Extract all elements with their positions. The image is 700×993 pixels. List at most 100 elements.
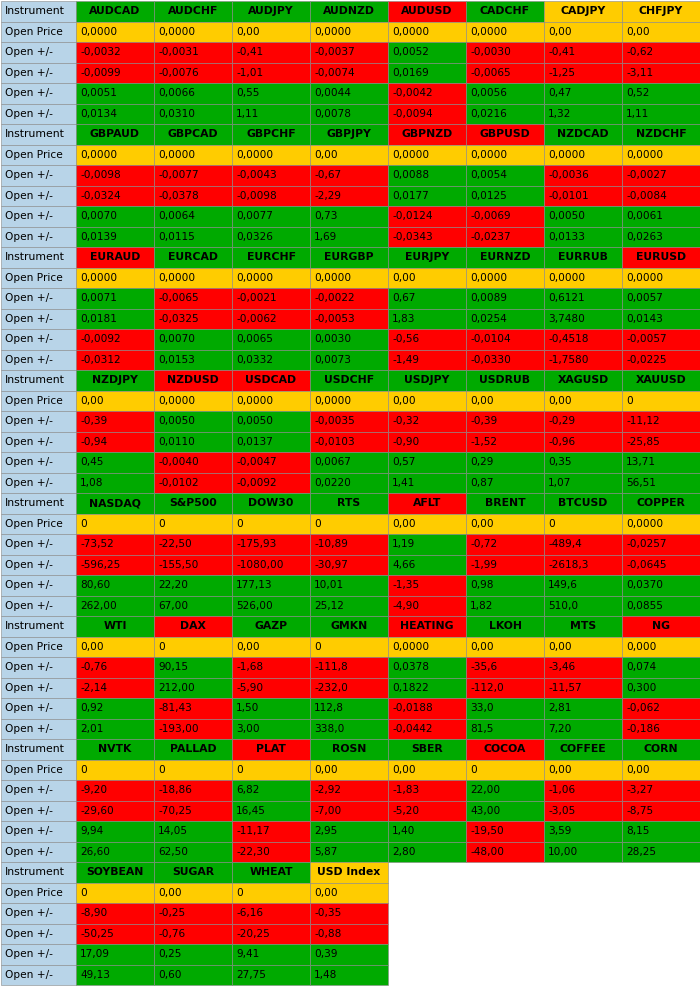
Bar xyxy=(1,944,76,964)
Text: -1,25: -1,25 xyxy=(548,68,575,77)
Bar xyxy=(154,103,232,124)
Bar xyxy=(310,1,388,22)
Bar xyxy=(154,575,232,596)
Bar xyxy=(622,575,700,596)
Text: -0,0031: -0,0031 xyxy=(158,48,199,58)
Text: CHFJPY: CHFJPY xyxy=(639,6,683,16)
Bar xyxy=(232,103,310,124)
Text: 0: 0 xyxy=(80,765,87,775)
Bar xyxy=(232,841,310,862)
Text: 0: 0 xyxy=(314,518,321,528)
Text: PLAT: PLAT xyxy=(256,744,286,755)
Bar xyxy=(154,493,232,513)
Bar xyxy=(466,575,544,596)
Bar xyxy=(76,534,154,554)
Text: -18,86: -18,86 xyxy=(158,785,192,795)
Bar xyxy=(232,657,310,677)
Text: 0,0000: 0,0000 xyxy=(470,273,507,283)
Bar xyxy=(1,780,76,800)
Text: -0,41: -0,41 xyxy=(548,48,575,58)
Bar xyxy=(544,596,622,616)
Bar xyxy=(310,493,388,513)
Text: NZDCHF: NZDCHF xyxy=(636,129,686,139)
Bar xyxy=(76,964,154,985)
Bar xyxy=(76,841,154,862)
Bar xyxy=(622,411,700,432)
Text: 27,75: 27,75 xyxy=(236,970,266,980)
Bar xyxy=(310,719,388,739)
Bar xyxy=(310,350,388,370)
Bar xyxy=(232,390,310,411)
Bar xyxy=(310,780,388,800)
Text: -3,05: -3,05 xyxy=(548,805,575,816)
Bar xyxy=(388,800,466,821)
Bar xyxy=(544,473,622,493)
Bar xyxy=(466,554,544,575)
Text: 1,50: 1,50 xyxy=(236,703,260,713)
Text: 0,0000: 0,0000 xyxy=(158,27,195,37)
Bar xyxy=(544,145,622,165)
Text: 14,05: 14,05 xyxy=(158,826,188,836)
Bar xyxy=(1,83,76,103)
Text: 0,00: 0,00 xyxy=(392,396,416,406)
Text: -81,43: -81,43 xyxy=(158,703,192,713)
Text: 0,000: 0,000 xyxy=(626,641,657,651)
Text: -0,0124: -0,0124 xyxy=(392,212,433,221)
Bar xyxy=(466,165,544,186)
Text: 1,08: 1,08 xyxy=(80,478,104,488)
Text: 0: 0 xyxy=(548,518,554,528)
Text: -0,0047: -0,0047 xyxy=(236,457,276,468)
Bar xyxy=(310,267,388,288)
Text: -0,0102: -0,0102 xyxy=(158,478,199,488)
Text: 0,0000: 0,0000 xyxy=(392,27,429,37)
Bar xyxy=(388,513,466,534)
Text: Open Price: Open Price xyxy=(5,150,63,160)
Text: 0,0000: 0,0000 xyxy=(626,518,663,528)
Text: Open +/-: Open +/- xyxy=(5,970,53,980)
Text: -4,90: -4,90 xyxy=(392,601,419,611)
Bar xyxy=(76,698,154,719)
Bar xyxy=(622,329,700,350)
Bar xyxy=(310,513,388,534)
Bar xyxy=(76,657,154,677)
Text: 0,52: 0,52 xyxy=(626,88,650,98)
Text: Open Price: Open Price xyxy=(5,273,63,283)
Text: 0,00: 0,00 xyxy=(314,888,337,898)
Bar xyxy=(466,760,544,780)
Bar xyxy=(76,513,154,534)
Bar xyxy=(622,145,700,165)
Bar xyxy=(154,267,232,288)
Text: USDCAD: USDCAD xyxy=(246,375,297,385)
Text: Open +/-: Open +/- xyxy=(5,662,53,672)
Text: -0,0062: -0,0062 xyxy=(236,314,276,324)
Bar xyxy=(154,698,232,719)
Bar xyxy=(154,309,232,329)
Bar xyxy=(1,923,76,944)
Bar xyxy=(544,637,622,657)
Text: 0,0000: 0,0000 xyxy=(314,27,351,37)
Bar xyxy=(622,186,700,206)
Bar xyxy=(232,719,310,739)
Text: 0,39: 0,39 xyxy=(314,949,337,959)
Bar xyxy=(466,350,544,370)
Text: 5,87: 5,87 xyxy=(314,847,337,857)
Bar xyxy=(76,739,154,760)
Text: -0,0065: -0,0065 xyxy=(470,68,510,77)
Text: -0,0103: -0,0103 xyxy=(314,437,355,447)
Bar xyxy=(310,575,388,596)
Bar xyxy=(232,226,310,247)
Text: -50,25: -50,25 xyxy=(80,928,113,938)
Bar xyxy=(232,452,310,473)
Bar xyxy=(466,493,544,513)
Text: -1,83: -1,83 xyxy=(392,785,419,795)
Bar xyxy=(388,760,466,780)
Bar xyxy=(76,288,154,309)
Bar xyxy=(622,103,700,124)
Text: Open +/-: Open +/- xyxy=(5,314,53,324)
Text: 67,00: 67,00 xyxy=(158,601,188,611)
Text: USDJPY: USDJPY xyxy=(405,375,449,385)
Text: SUGAR: SUGAR xyxy=(172,867,214,877)
Bar xyxy=(310,206,388,226)
Text: 0: 0 xyxy=(470,765,477,775)
Text: 2,95: 2,95 xyxy=(314,826,337,836)
